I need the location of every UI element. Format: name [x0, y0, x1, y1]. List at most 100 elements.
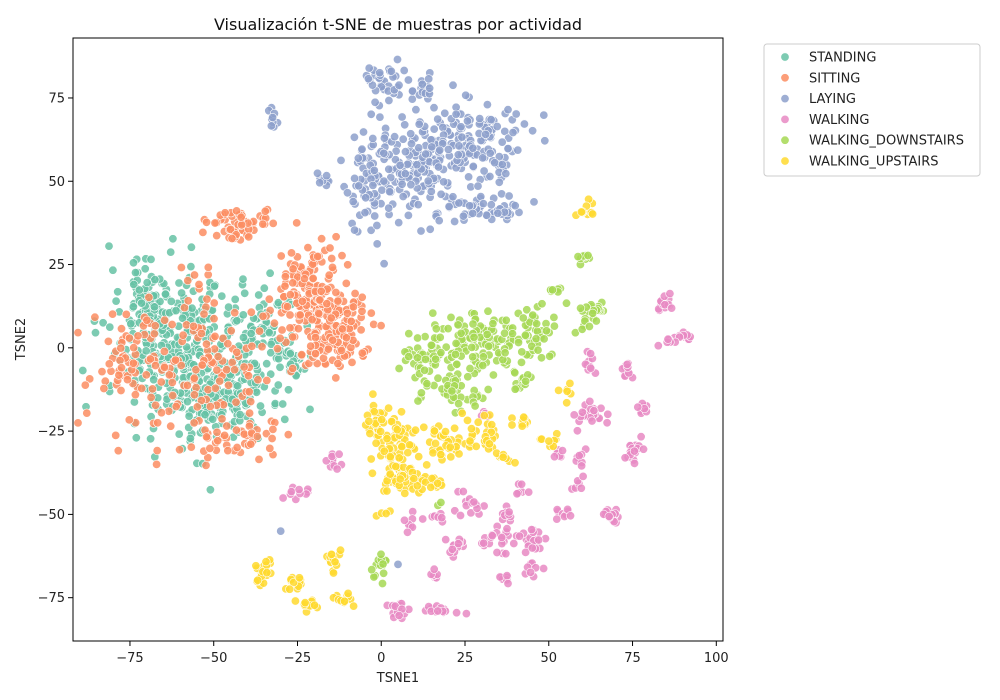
data-point — [487, 420, 497, 430]
data-point — [420, 354, 430, 364]
data-point — [331, 287, 341, 297]
data-point — [441, 342, 451, 352]
data-point — [532, 319, 542, 329]
data-point — [240, 288, 250, 298]
legend-entry: LAYING — [780, 92, 856, 107]
data-point — [310, 349, 320, 359]
data-point — [414, 143, 424, 153]
x-tick-label: 100 — [704, 651, 729, 666]
data-point — [471, 441, 481, 451]
data-point — [531, 334, 541, 344]
data-point — [521, 376, 531, 386]
data-point — [312, 168, 322, 178]
data-point — [160, 315, 170, 325]
data-point — [212, 231, 222, 241]
data-point — [258, 311, 268, 321]
data-point — [210, 383, 220, 393]
data-point — [264, 294, 274, 304]
data-point — [294, 573, 304, 583]
data-point — [467, 342, 477, 352]
data-point — [379, 176, 389, 186]
data-point — [201, 460, 211, 470]
data-point — [189, 321, 199, 331]
data-point — [278, 399, 288, 409]
data-point — [573, 252, 583, 262]
data-point — [436, 348, 446, 358]
data-point — [386, 66, 396, 76]
x-tick-label: 75 — [624, 651, 641, 666]
legend-frame — [763, 43, 981, 177]
data-point — [402, 527, 412, 537]
data-point — [239, 332, 249, 342]
data-point — [111, 296, 121, 306]
data-point — [436, 450, 446, 460]
data-point — [116, 385, 126, 395]
data-point — [629, 446, 639, 456]
data-point — [151, 360, 161, 370]
data-point — [217, 414, 227, 424]
data-point — [137, 298, 147, 308]
data-point — [269, 318, 279, 328]
y-axis: −75 −50 −25 0 25 50 75 — [38, 91, 73, 606]
data-point — [126, 319, 136, 329]
data-point — [461, 90, 471, 100]
data-point — [353, 153, 363, 163]
data-point — [341, 333, 351, 343]
data-point — [141, 370, 151, 380]
data-point — [574, 451, 584, 461]
data-point — [517, 421, 527, 431]
data-point — [164, 406, 174, 416]
data-point — [326, 549, 336, 559]
data-point — [396, 407, 406, 417]
data-point — [484, 439, 494, 449]
data-point — [424, 74, 434, 84]
data-point — [144, 292, 154, 302]
data-point — [236, 212, 246, 222]
data-point — [468, 161, 478, 171]
data-point — [116, 343, 126, 353]
data-point — [620, 453, 630, 463]
data-point — [403, 448, 413, 458]
data-point — [454, 198, 464, 208]
data-point — [142, 278, 152, 288]
legend-entry: STANDING — [780, 51, 876, 66]
data-point — [342, 188, 352, 198]
data-point — [433, 606, 443, 616]
data-point — [429, 564, 439, 574]
data-point — [430, 438, 440, 448]
data-point — [259, 283, 269, 293]
data-point — [113, 287, 123, 297]
data-point — [572, 426, 582, 436]
data-point — [226, 224, 236, 234]
data-point — [457, 408, 467, 418]
data-point — [382, 486, 392, 496]
data-point — [522, 305, 532, 315]
data-point — [322, 299, 332, 309]
data-point — [133, 331, 143, 341]
data-point — [129, 343, 139, 353]
data-point — [372, 221, 382, 231]
data-point — [510, 384, 520, 394]
data-point — [393, 559, 403, 569]
data-point — [377, 578, 387, 588]
data-point — [246, 307, 256, 317]
data-point — [73, 328, 83, 338]
data-point — [412, 160, 422, 170]
data-point — [278, 493, 288, 503]
data-point — [253, 375, 263, 385]
data-point — [404, 352, 414, 362]
data-point — [507, 329, 517, 339]
data-point — [189, 373, 199, 383]
data-point — [492, 122, 502, 132]
data-point — [539, 110, 549, 120]
data-point — [297, 350, 307, 360]
data-point — [349, 132, 359, 142]
data-point — [197, 328, 207, 338]
y-tick-label: 75 — [48, 91, 65, 106]
data-point — [589, 406, 599, 416]
data-point — [244, 371, 254, 381]
series-walking-downstairs — [367, 251, 608, 588]
data-point — [202, 432, 212, 442]
data-point — [379, 446, 389, 456]
